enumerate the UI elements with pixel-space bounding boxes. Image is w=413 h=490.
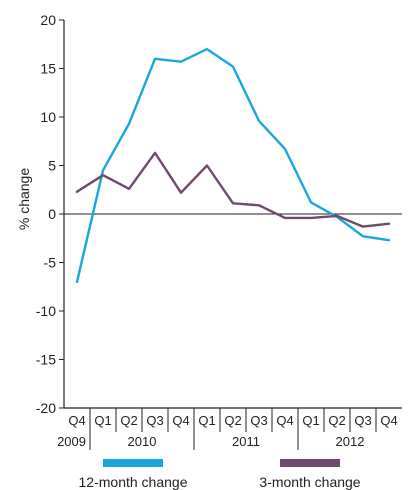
legend-label: 3-month change <box>259 474 360 490</box>
x-axis-categories: Q4 Q1 Q2 Q3 Q4 Q1 Q2 Q3 Q4 Q1 Q2 Q3 Q4 2009 2010 2011 20… <box>57 408 398 450</box>
y-tick-label: 10 <box>40 109 56 125</box>
x-category-label: Q2 <box>328 413 345 428</box>
x-category-label: Q2 <box>224 413 241 428</box>
y-tick-label: 0 <box>48 206 56 222</box>
year-label: 2011 <box>232 434 260 449</box>
y-axis-ticks: 20 15 10 5 0 -5 -10 -15 -20 <box>36 12 64 416</box>
year-label: 2012 <box>336 434 365 449</box>
x-category-label: Q3 <box>250 413 267 428</box>
y-tick-label: -20 <box>36 400 56 416</box>
y-tick-label: 15 <box>40 61 56 77</box>
year-label: 2009 <box>57 434 86 449</box>
x-category-label: Q4 <box>172 413 189 428</box>
x-category-label: Q1 <box>198 413 215 428</box>
legend-swatch <box>103 459 163 467</box>
x-category-label: Q3 <box>354 413 371 428</box>
legend: 12-month change 3-month change <box>79 459 361 490</box>
y-tick-label: -5 <box>44 255 57 271</box>
year-label: 2010 <box>128 434 157 449</box>
series-line-2 <box>75 151 391 228</box>
y-tick-label: -15 <box>36 352 56 368</box>
legend-swatch <box>280 459 340 467</box>
series-line-1 <box>75 47 391 284</box>
series-lines <box>75 47 391 284</box>
y-tick-label: 5 <box>48 158 56 174</box>
x-category-label: Q4 <box>276 413 293 428</box>
y-tick-label: -10 <box>36 303 56 319</box>
x-category-label: Q4 <box>380 413 397 428</box>
x-category-label: Q4 <box>68 413 85 428</box>
x-category-label: Q1 <box>94 413 111 428</box>
x-category-label: Q3 <box>146 413 163 428</box>
x-category-label: Q1 <box>302 413 319 428</box>
y-tick-label: 20 <box>40 12 56 28</box>
y-axis-label: % change <box>16 168 32 230</box>
x-category-label: Q2 <box>120 413 137 428</box>
legend-label: 12-month change <box>79 474 188 490</box>
